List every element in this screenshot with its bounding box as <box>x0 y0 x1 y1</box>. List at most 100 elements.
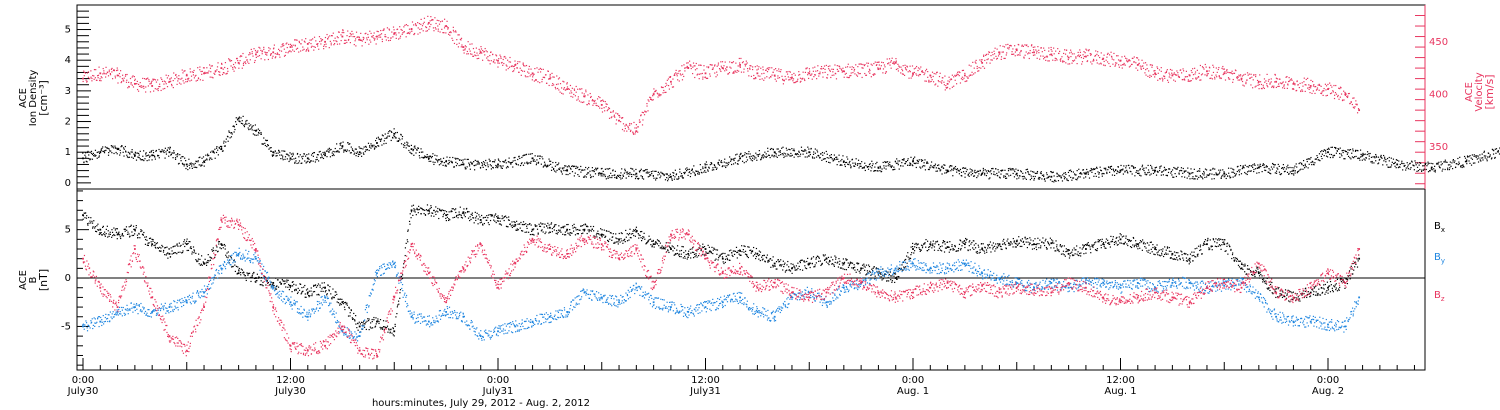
data-point <box>741 160 744 162</box>
data-point <box>993 173 995 175</box>
data-point <box>1050 175 1053 178</box>
data-point <box>696 68 698 70</box>
data-point <box>114 77 117 79</box>
data-point <box>1474 162 1476 164</box>
data-point <box>1117 59 1120 61</box>
data-point <box>1254 168 1257 170</box>
data-point <box>383 28 385 30</box>
data-point <box>1398 166 1400 168</box>
data-point <box>674 176 676 178</box>
data-point <box>1201 176 1203 178</box>
data-point <box>797 156 799 158</box>
data-point <box>107 154 110 156</box>
data-point <box>1195 78 1197 80</box>
data-point <box>155 81 158 83</box>
data-point <box>1294 165 1296 167</box>
data-point <box>399 35 402 37</box>
data-point <box>228 130 230 132</box>
data-point <box>934 165 936 167</box>
data-point <box>651 172 653 175</box>
data-point <box>713 164 716 167</box>
data-point <box>986 172 988 174</box>
data-point <box>457 46 460 48</box>
data-point <box>1302 85 1304 87</box>
data-point <box>555 83 558 86</box>
data-point <box>383 140 385 142</box>
data-point <box>1189 178 1191 180</box>
data-point <box>510 65 512 68</box>
data-point <box>164 81 167 83</box>
data-point <box>248 125 251 127</box>
data-point <box>719 69 721 71</box>
data-point <box>470 161 472 163</box>
data-point <box>443 18 446 20</box>
data-point <box>438 23 441 25</box>
data-point <box>1093 60 1095 62</box>
data-point <box>1359 159 1361 161</box>
data-point <box>1177 74 1179 76</box>
data-point <box>911 164 913 166</box>
data-point <box>678 70 680 72</box>
data-point <box>420 151 423 153</box>
data-point <box>906 65 908 67</box>
data-point <box>255 53 257 56</box>
data-point <box>1186 177 1188 179</box>
data-point <box>355 45 357 47</box>
data-point <box>948 166 951 168</box>
data-point <box>1144 72 1146 74</box>
data-point <box>1362 152 1364 155</box>
data-point <box>121 77 123 80</box>
data-point <box>351 30 353 33</box>
data-point <box>449 34 451 36</box>
data-point <box>1060 60 1062 62</box>
data-point <box>165 153 168 155</box>
data-point <box>201 73 203 75</box>
data-point <box>1047 176 1049 179</box>
data-point <box>402 32 404 34</box>
data-point <box>958 170 960 172</box>
data-point <box>778 70 780 72</box>
data-point <box>115 147 117 149</box>
data-point <box>871 64 873 66</box>
data-point <box>471 162 473 164</box>
data-point <box>1227 167 1230 169</box>
data-point <box>370 41 372 43</box>
data-point <box>1389 166 1391 168</box>
data-point <box>802 71 804 73</box>
data-point <box>276 154 278 157</box>
data-point <box>1155 174 1158 176</box>
data-point <box>561 173 563 175</box>
data-point <box>927 168 930 171</box>
data-point <box>227 70 229 72</box>
data-point <box>427 23 429 25</box>
data-point <box>829 70 831 72</box>
data-point <box>705 171 707 173</box>
data-point <box>809 153 811 156</box>
data-point <box>1078 55 1081 58</box>
data-point <box>825 150 827 153</box>
data-point <box>626 173 628 175</box>
data-point <box>295 48 298 50</box>
data-point <box>492 167 494 169</box>
data-point <box>218 74 220 76</box>
data-point <box>344 42 346 44</box>
data-point <box>1050 170 1052 173</box>
data-point <box>1316 88 1318 91</box>
data-point <box>1203 68 1205 70</box>
data-point <box>822 76 824 78</box>
data-point <box>337 31 340 33</box>
data-point <box>690 173 692 175</box>
data-point <box>244 61 246 63</box>
data-point <box>140 86 142 88</box>
data-point <box>536 162 538 164</box>
data-point <box>963 74 966 77</box>
data-point <box>1355 100 1357 102</box>
data-point <box>423 17 426 19</box>
data-point <box>184 157 186 159</box>
data-point <box>205 72 207 74</box>
data-point <box>1117 55 1119 57</box>
data-point <box>1326 156 1329 158</box>
data-point <box>1226 69 1228 71</box>
data-point <box>1330 92 1333 94</box>
data-point <box>983 54 985 56</box>
